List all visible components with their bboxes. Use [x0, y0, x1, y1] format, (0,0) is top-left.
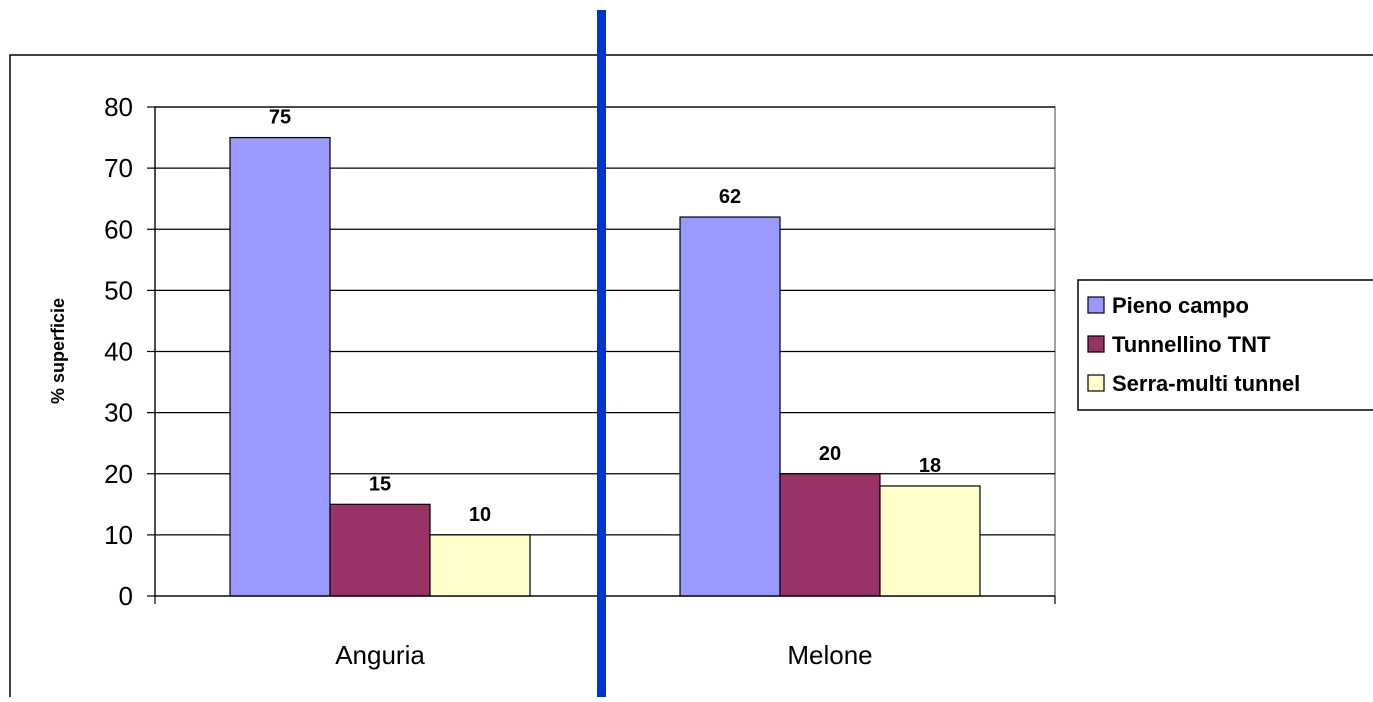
- data-label: 10: [469, 504, 491, 526]
- y-tick-label: 80: [104, 92, 133, 122]
- data-label: 20: [819, 443, 841, 465]
- data-label: 18: [919, 455, 941, 477]
- legend-label: Serra-multi tunnel: [1112, 371, 1300, 396]
- x-category-label: Melone: [787, 640, 872, 670]
- legend-swatch: [1087, 335, 1105, 353]
- bar: [779, 473, 881, 597]
- legend-label: Pieno campo: [1112, 293, 1249, 318]
- legend-box: [1077, 279, 1373, 411]
- y-tick-label: 0: [119, 581, 133, 611]
- category-divider-line: [597, 10, 606, 697]
- y-tick-label: 30: [104, 398, 133, 428]
- data-label: 62: [719, 186, 741, 208]
- y-tick-label: 40: [104, 337, 133, 367]
- bar: [429, 534, 531, 597]
- legend-label: Tunnellino TNT: [1112, 332, 1271, 357]
- data-label: 15: [369, 473, 391, 495]
- axes: 0 10 20 30 40 50 60 70 80 Anguria Melone: [104, 92, 1056, 670]
- legend: Pieno campo Tunnellino TNT Serra-multi tun…: [1077, 279, 1373, 411]
- bar: [679, 216, 781, 597]
- bar: [229, 136, 331, 597]
- y-tick-label: 70: [104, 153, 133, 183]
- bar: [329, 503, 431, 597]
- bars: [229, 136, 981, 597]
- data-labels: 75 15 10 62 20 18: [269, 107, 941, 526]
- legend-swatch: [1087, 296, 1105, 314]
- legend-swatch: [1087, 374, 1105, 392]
- y-tick-label: 50: [104, 275, 133, 305]
- y-tick-label: 20: [104, 459, 133, 489]
- y-tick-label: 10: [104, 520, 133, 550]
- data-label: 75: [269, 107, 291, 129]
- y-tick-label: 60: [104, 214, 133, 244]
- x-category-label: Anguria: [335, 640, 425, 670]
- bar: [879, 485, 981, 597]
- y-axis-label: % superficie: [48, 298, 68, 404]
